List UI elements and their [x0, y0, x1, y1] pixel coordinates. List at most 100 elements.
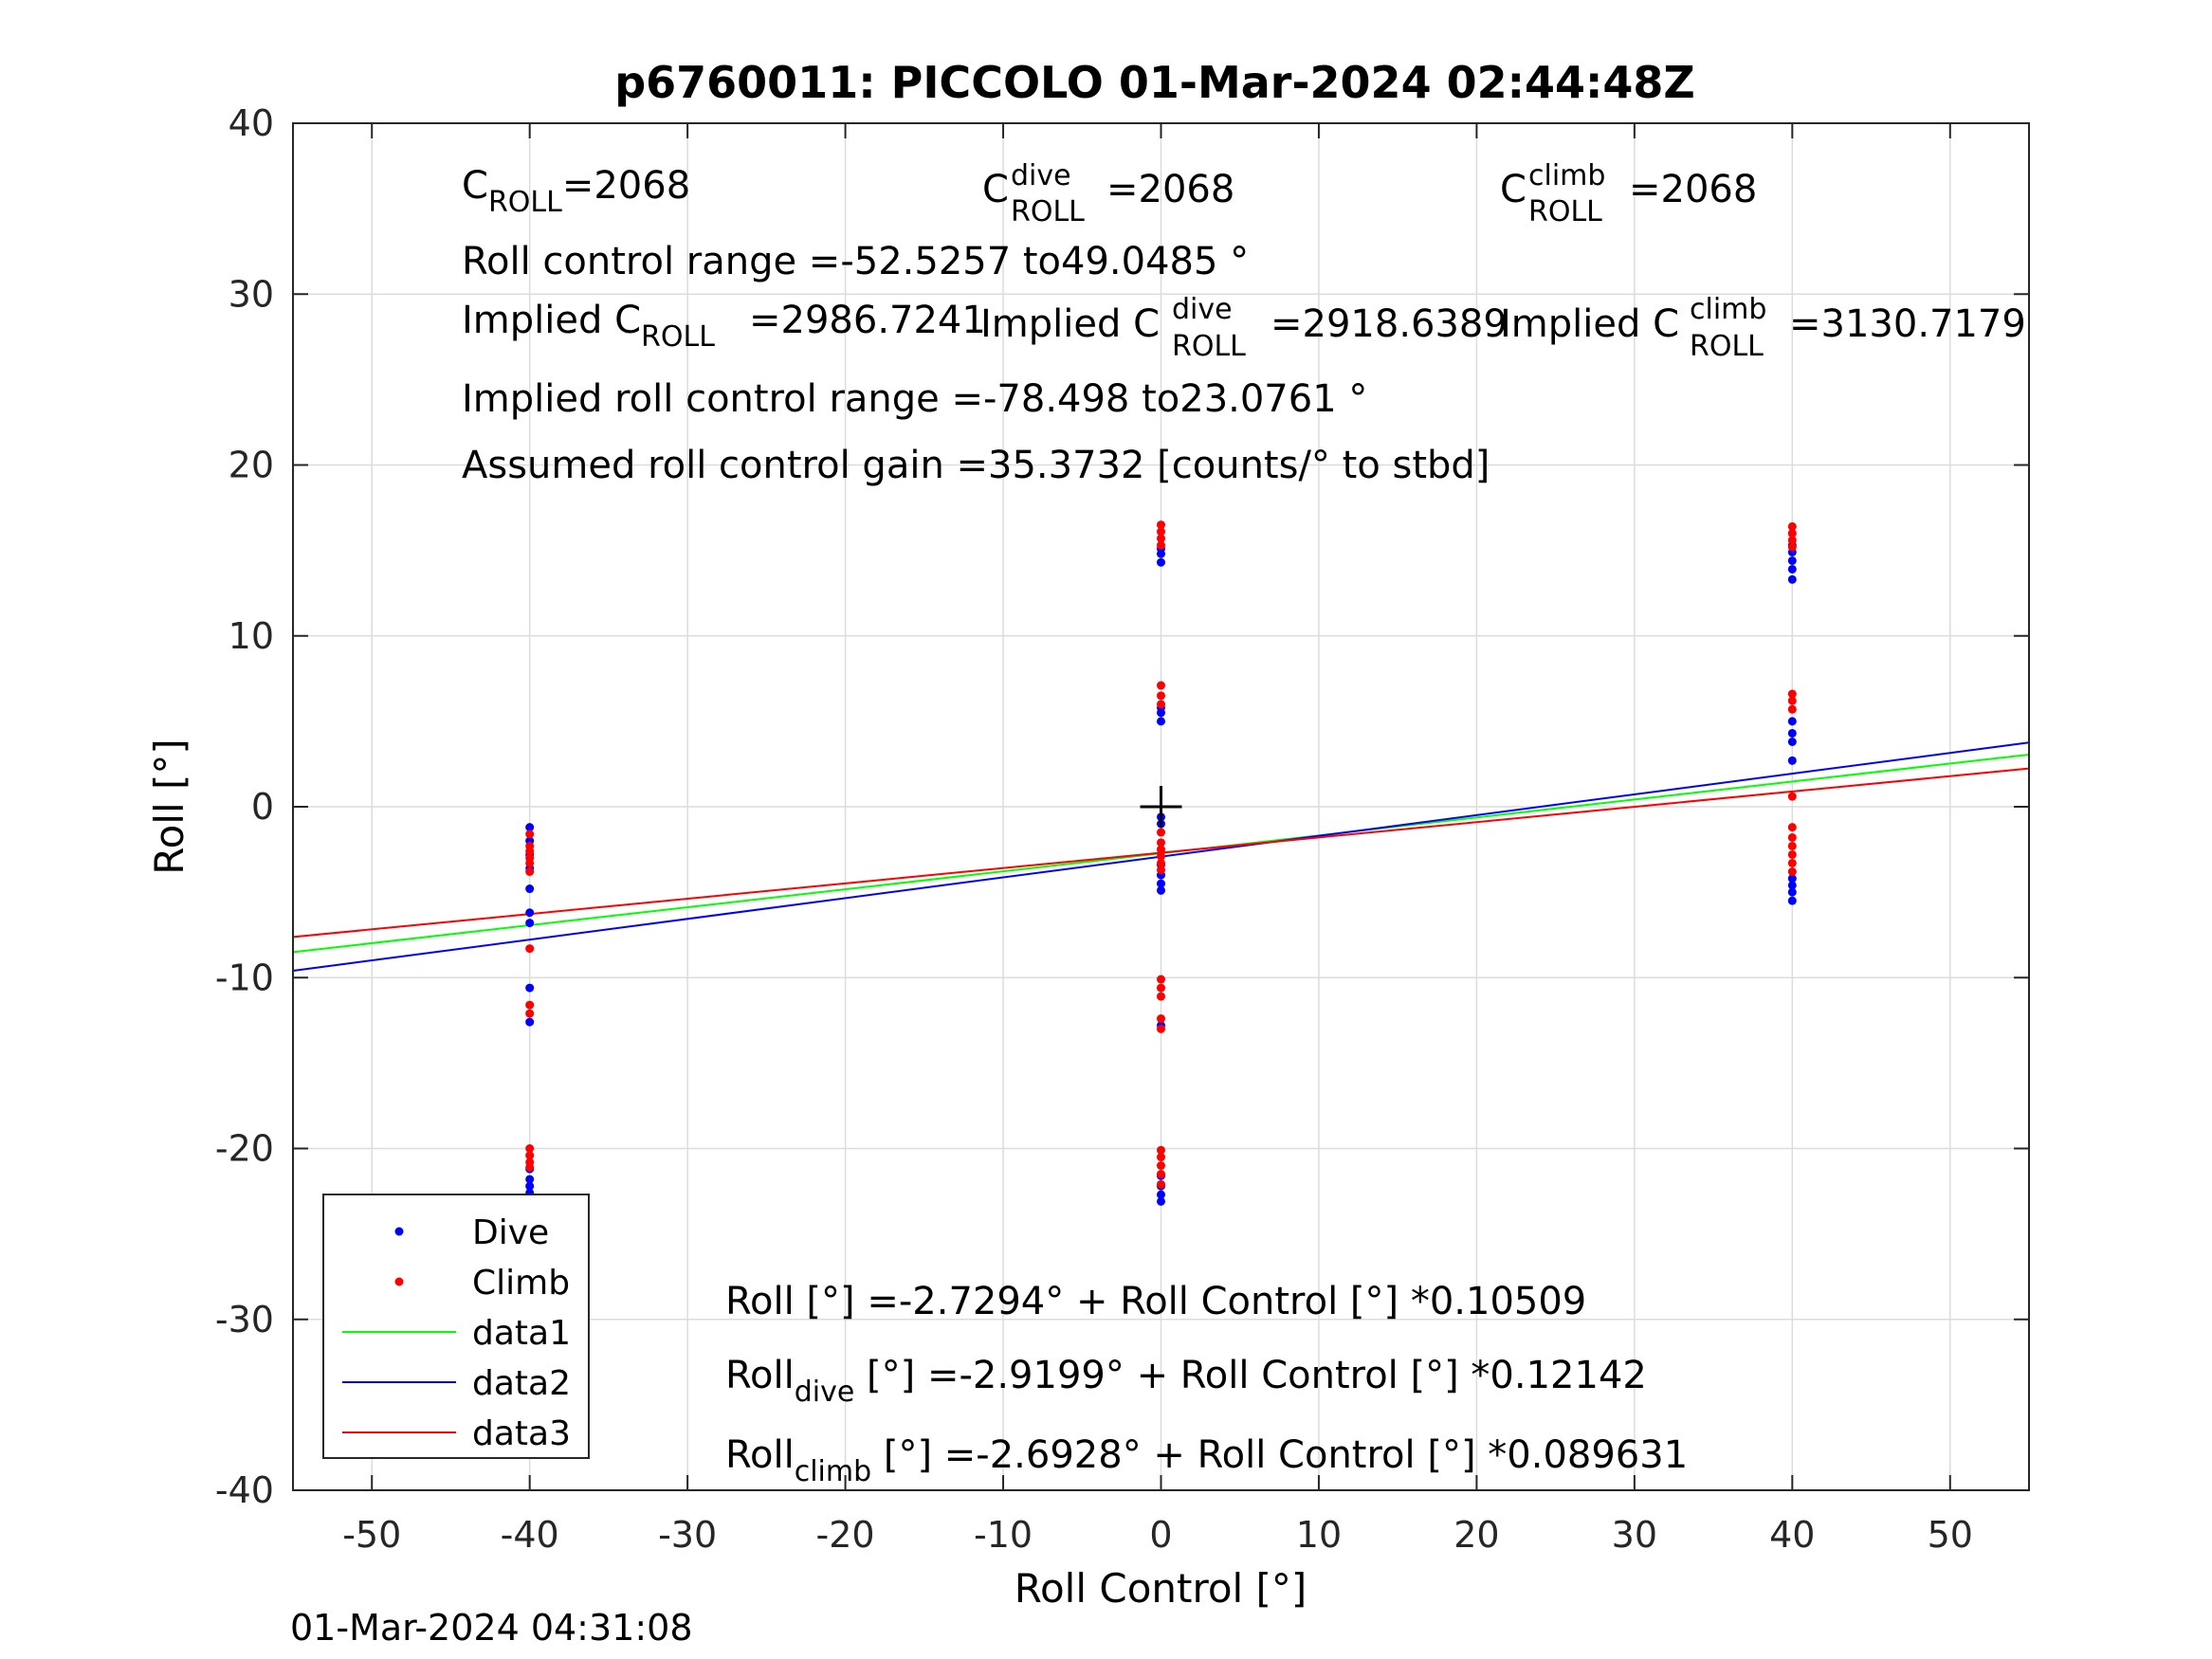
- climb-point: [525, 1000, 535, 1010]
- x-tick-label: 30: [1612, 1514, 1657, 1556]
- climb-point: [1157, 983, 1165, 993]
- climb-point: [1787, 696, 1797, 705]
- y-tick-label: 30: [229, 273, 274, 315]
- dive-point: [1787, 717, 1797, 726]
- annotations-top: CROLL=2068 C dive ROLL =2068 C climb ROL…: [462, 159, 2026, 487]
- dive-point: [1157, 879, 1165, 888]
- croll-dive-sup: dive: [1011, 159, 1071, 192]
- implied-croll-dive-sup: dive: [1172, 293, 1233, 326]
- x-tick-label: -40: [501, 1514, 559, 1556]
- climb-point: [1157, 1161, 1165, 1171]
- dive-point: [1157, 1196, 1165, 1206]
- chart-title: p6760011: PICCOLO 01-Mar-2024 02:44:48Z: [614, 57, 1695, 108]
- scatter-points: [525, 520, 1797, 1212]
- x-tick-label: 40: [1769, 1514, 1815, 1556]
- legend-label-data1: data1: [472, 1314, 571, 1353]
- axis-ticks: -50 -40 -30 -20 -10 0 10 20 30 40 50 -40 -30 -20 -10 0 1…: [215, 102, 2029, 1556]
- dive-point: [1787, 728, 1797, 738]
- implied-croll-dive-sub: ROLL: [1172, 330, 1246, 363]
- assumed-gain: Assumed roll control gain =35.3732 [coun…: [462, 444, 1490, 487]
- croll-dive-value: =2068: [1106, 168, 1234, 211]
- climb-point: [1157, 1170, 1165, 1179]
- climb-point: [1787, 792, 1797, 801]
- climb-point: [1157, 1024, 1165, 1033]
- climb-point: [1157, 975, 1165, 984]
- climb-point: [1157, 540, 1165, 550]
- implied-roll-control-range: Implied roll control range =-78.498 to23…: [462, 377, 1367, 421]
- implied-croll-dive-value: =2918.6389: [1271, 302, 1508, 346]
- dive-point: [525, 1017, 535, 1027]
- x-axis-label: Roll Control [°]: [1015, 1565, 1307, 1612]
- dive-point: [1157, 885, 1165, 895]
- dive-point: [1787, 896, 1797, 905]
- dive-point: [525, 884, 535, 894]
- climb-point: [1157, 527, 1165, 537]
- y-tick-label: 0: [251, 786, 274, 828]
- y-tick-label: 20: [229, 445, 274, 486]
- climb-point: [525, 858, 535, 867]
- x-tick-label: -30: [658, 1514, 717, 1556]
- climb-point: [1787, 823, 1797, 832]
- climb-point: [1157, 534, 1165, 543]
- x-tick-label: -20: [816, 1514, 875, 1556]
- climb-point: [1787, 529, 1797, 538]
- implied-croll-climb-sup: climb: [1690, 293, 1766, 326]
- y-tick-label: -20: [215, 1128, 274, 1170]
- y-tick-label: -30: [215, 1299, 274, 1340]
- croll-climb-value: =2068: [1629, 168, 1757, 211]
- climb-point: [1157, 1014, 1165, 1024]
- legend-label-data2: data2: [472, 1364, 571, 1403]
- dive-point: [1157, 1190, 1165, 1199]
- implied-croll-value: =2986.7241: [749, 299, 986, 342]
- climb-point: [525, 1144, 535, 1153]
- x-tick-label: 0: [1149, 1514, 1172, 1556]
- climb-point: [525, 830, 535, 839]
- implied-croll-climb: Implied C: [1500, 302, 1679, 346]
- climb-point: [1787, 849, 1797, 859]
- x-tick-label: 20: [1453, 1514, 1499, 1556]
- dive-point: [1787, 756, 1797, 765]
- footer-timestamp: 01-Mar-2024 04:31:08: [290, 1607, 693, 1649]
- climb-point: [1157, 1153, 1165, 1162]
- croll-dive-sub: ROLL: [1011, 195, 1085, 228]
- x-tick-label: -10: [974, 1514, 1033, 1556]
- fit-dive-equation: Rolldive [°] =-2.9199° + Roll Control [°…: [725, 1354, 1647, 1409]
- implied-croll: Implied CROLL: [462, 299, 715, 354]
- plot-frame: [292, 122, 2030, 1491]
- legend: Dive Climb data1 data2 data3: [322, 1194, 590, 1459]
- dive-point: [525, 919, 535, 928]
- climb-point: [1157, 1179, 1165, 1189]
- climb-point: [1157, 1145, 1165, 1155]
- dive-point: [525, 983, 535, 993]
- y-tick-label: -40: [215, 1469, 274, 1511]
- climb-point: [1157, 845, 1165, 854]
- climb-point: [525, 1009, 535, 1018]
- implied-croll-climb-value: =3130.7179: [1789, 302, 2026, 346]
- legend-marker-climb: [394, 1277, 404, 1286]
- x-tick-label: -50: [342, 1514, 401, 1556]
- climb-point: [1157, 838, 1165, 848]
- implied-croll-climb-sub: ROLL: [1690, 330, 1764, 363]
- dive-point: [525, 1175, 535, 1184]
- climb-point: [525, 1151, 535, 1160]
- climb-point: [1787, 521, 1797, 531]
- climb-point: [1157, 681, 1165, 690]
- legend-box: [322, 1194, 590, 1459]
- climb-point: [525, 1162, 535, 1172]
- climb-point: [1157, 691, 1165, 701]
- legend-label-data3: data3: [472, 1414, 571, 1453]
- dive-point: [525, 823, 535, 832]
- origin-cross-marker: [1140, 786, 1182, 828]
- dive-point: [1787, 556, 1797, 565]
- dive-point: [525, 908, 535, 918]
- y-tick-label: -10: [215, 957, 274, 998]
- climb-point: [1157, 858, 1165, 867]
- y-tick-label: 10: [229, 615, 274, 657]
- croll-dive-annotation: C: [982, 168, 1009, 211]
- climb-point: [1787, 536, 1797, 545]
- climb-point: [1787, 689, 1797, 699]
- dive-point: [1787, 874, 1797, 884]
- dive-point: [1787, 574, 1797, 584]
- implied-croll-dive: Implied C: [980, 302, 1160, 346]
